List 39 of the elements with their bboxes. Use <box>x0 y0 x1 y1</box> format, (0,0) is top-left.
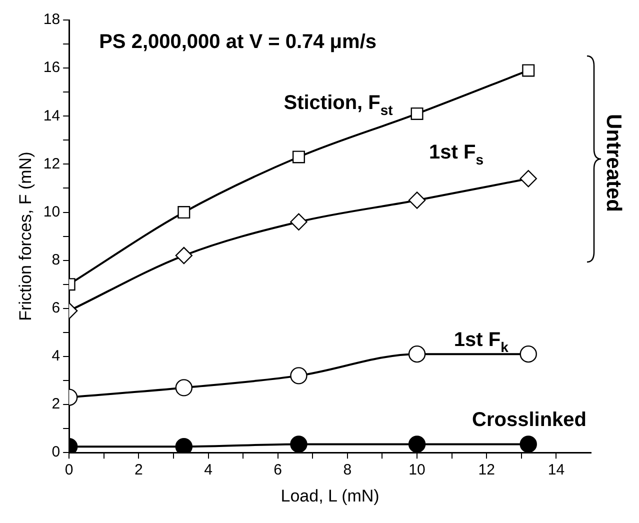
y-tick-label: 6 <box>52 300 60 317</box>
x-axis-title: Load, L (mN) <box>280 486 380 506</box>
point <box>410 107 424 120</box>
y-axis-title: Friction forces, F (mN) <box>16 152 35 321</box>
point <box>408 192 426 209</box>
y-tick-label: 2 <box>52 396 60 413</box>
y-tick-label: 8 <box>52 251 60 268</box>
point <box>520 436 537 453</box>
y-tick-label: 4 <box>52 348 60 365</box>
point <box>520 345 537 363</box>
point <box>175 438 193 453</box>
x-tick-label: 8 <box>343 462 352 479</box>
text: Untreated <box>601 114 625 212</box>
x-tick-label: 12 <box>478 462 495 479</box>
x-tick-label: 6 <box>274 462 282 479</box>
point <box>522 64 535 77</box>
series-label: Crosslinked <box>472 409 587 432</box>
y-tick-label: 12 <box>43 155 60 172</box>
point <box>292 150 305 164</box>
y-tick-label: 14 <box>43 107 60 124</box>
point <box>408 436 426 453</box>
point <box>520 170 537 188</box>
y-tick-label: 18 <box>43 11 60 28</box>
x-tick-label: 4 <box>204 462 212 479</box>
point <box>175 379 193 396</box>
point <box>178 206 190 219</box>
point <box>290 213 308 230</box>
point <box>290 367 308 384</box>
x-tick-label: 2 <box>134 462 143 479</box>
point <box>175 246 193 264</box>
text: PS 2,000,000 at V = 0.74 μm/s <box>99 31 377 53</box>
point <box>408 345 426 363</box>
y-tick-label: 10 <box>43 203 60 220</box>
y-tick-label: 0 <box>52 444 60 461</box>
point <box>290 436 308 453</box>
x-tick-label: 10 <box>408 462 426 479</box>
y-tick-label: 16 <box>43 59 60 76</box>
x-tick-label: 0 <box>64 462 74 479</box>
x-tick-label: 14 <box>548 462 565 479</box>
